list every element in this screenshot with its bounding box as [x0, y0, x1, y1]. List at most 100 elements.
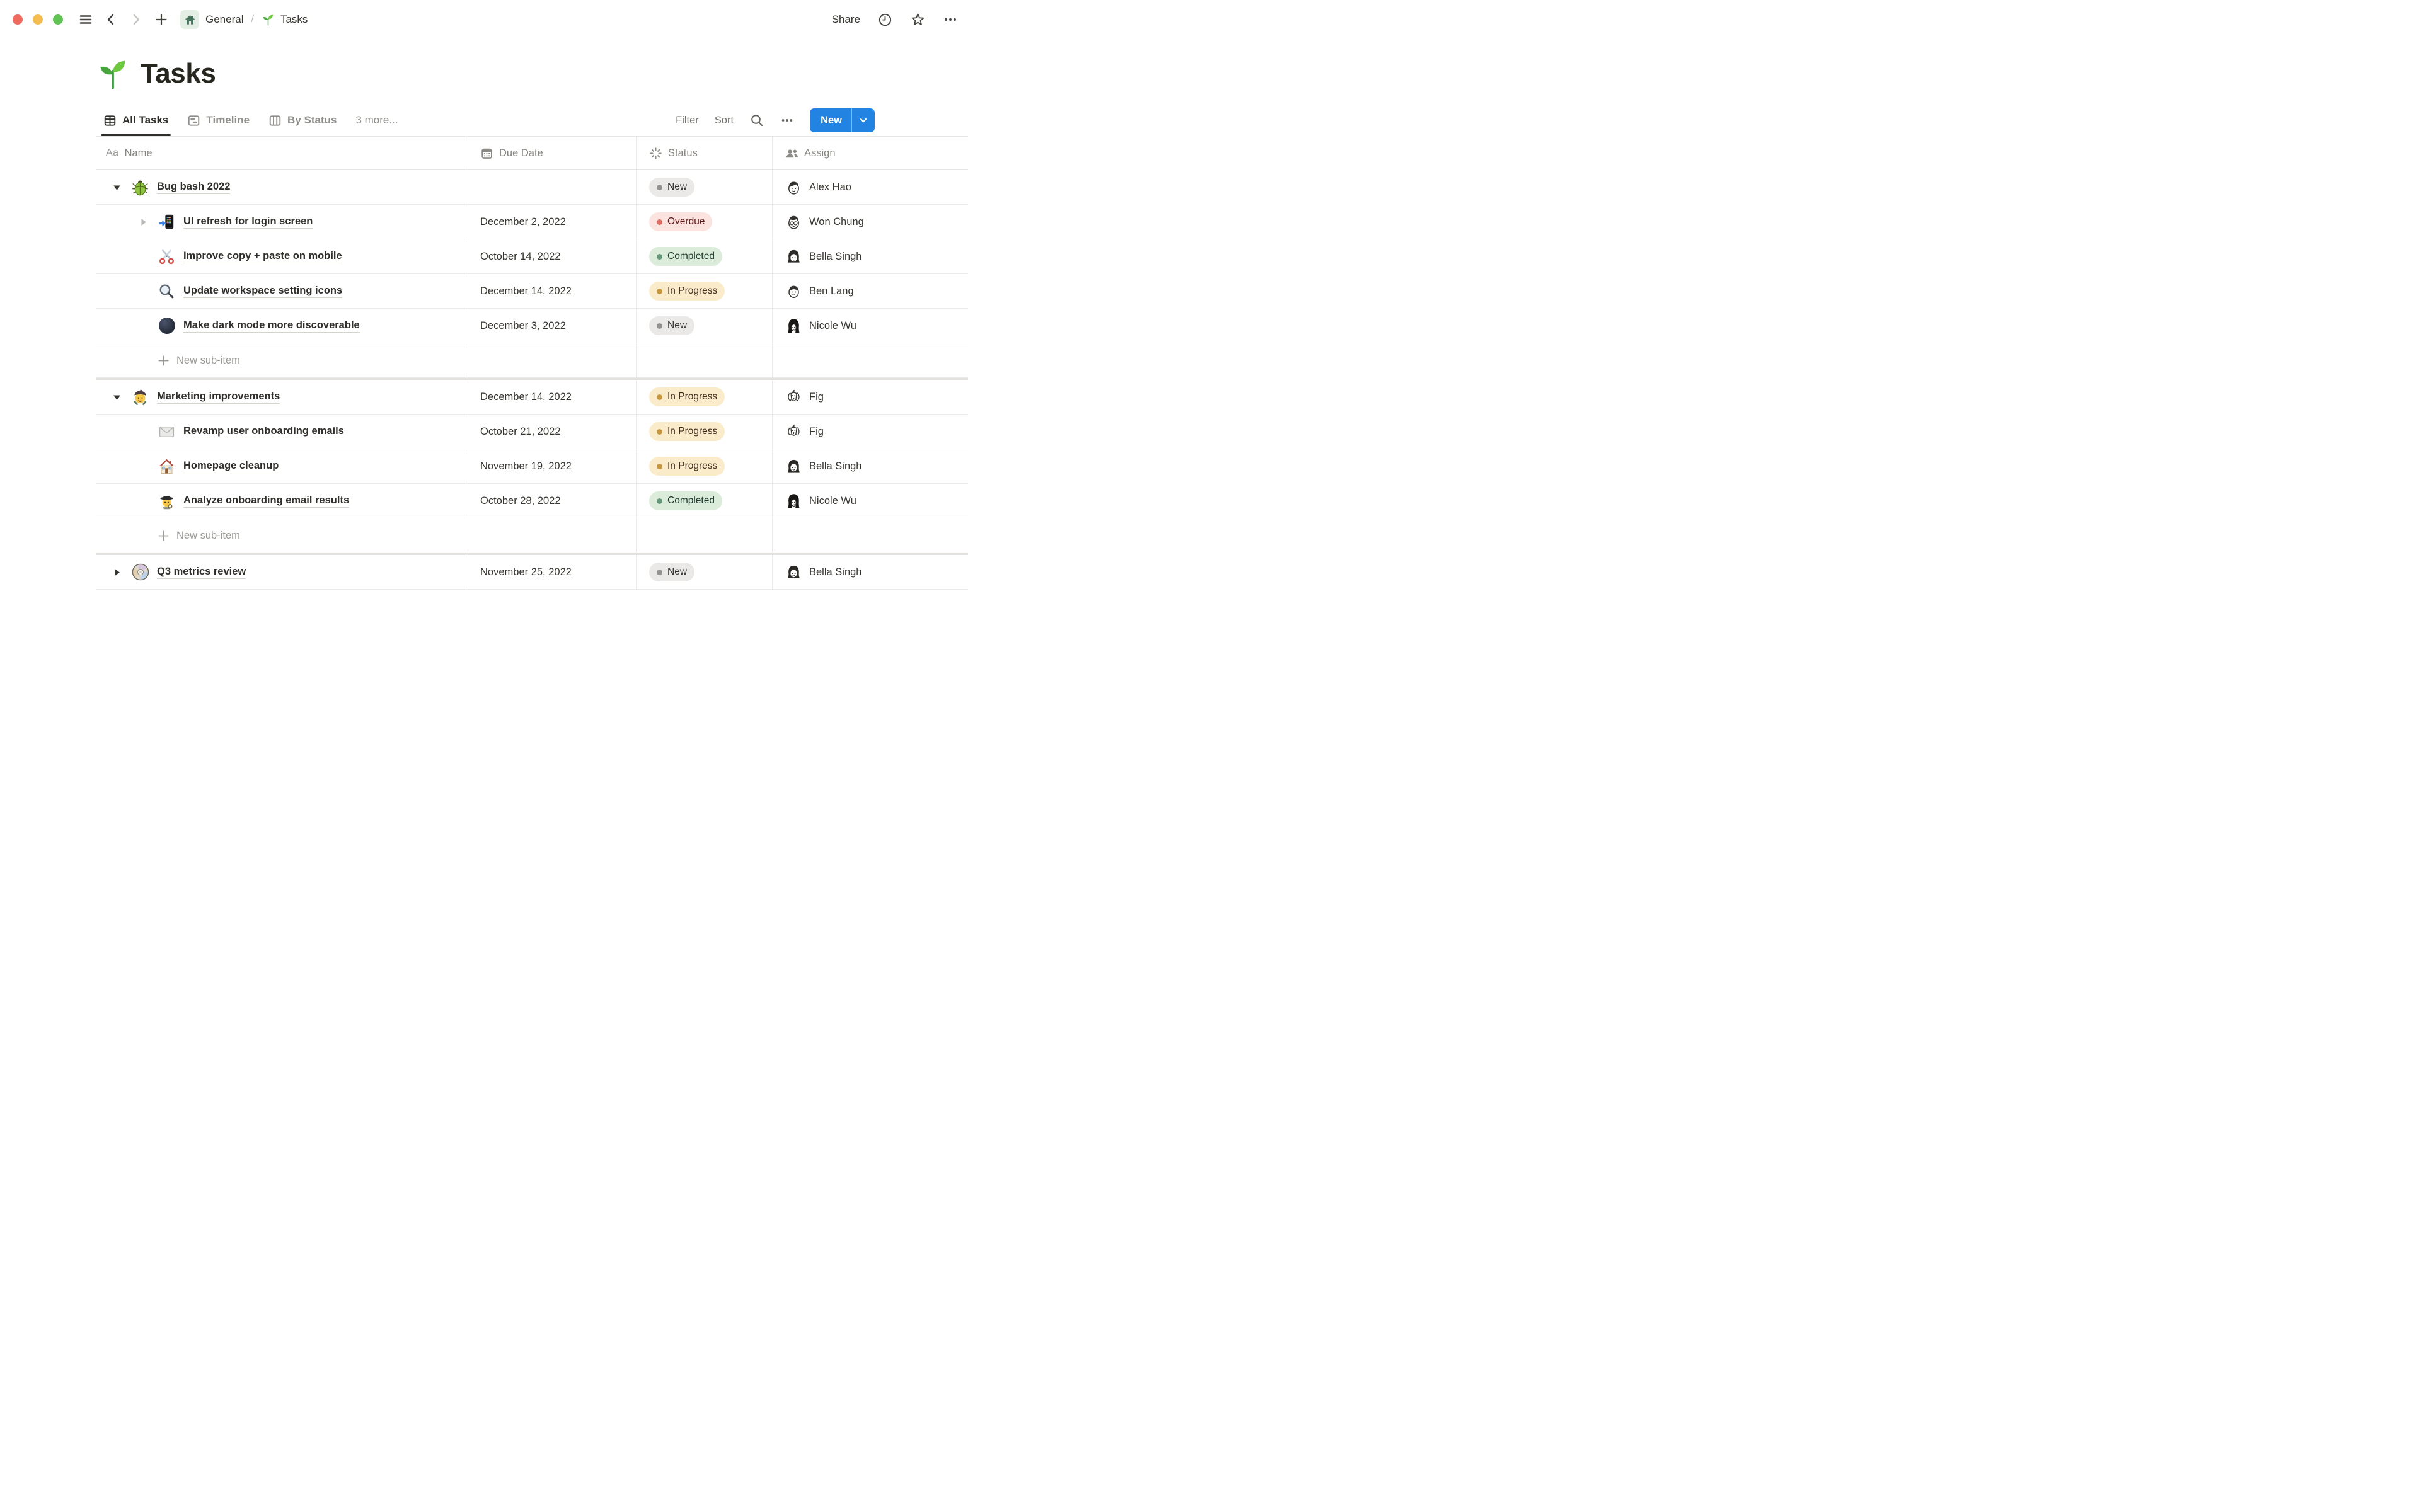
assign-cell[interactable]: Nicole Wu — [773, 484, 968, 518]
assign-cell[interactable]: Alex Hao — [773, 170, 968, 204]
new-sub-item-button[interactable]: New sub-item — [96, 518, 466, 553]
task-title-link[interactable]: Analyze onboarding email results — [183, 495, 350, 508]
due-date-cell[interactable]: December 3, 2022 — [466, 309, 637, 343]
filter-button[interactable]: Filter — [676, 114, 699, 126]
column-header-assign[interactable]: Assign — [773, 137, 968, 169]
tab-all-tasks[interactable]: All Tasks — [100, 105, 171, 136]
column-header-status[interactable]: Status — [637, 137, 773, 169]
tab-label: All Tasks — [122, 114, 169, 126]
breadcrumb-page[interactable]: Tasks — [280, 13, 308, 25]
share-button[interactable]: Share — [831, 13, 860, 25]
status-cell[interactable]: In Progress — [637, 380, 773, 414]
assign-cell[interactable]: Bella Singh — [773, 449, 968, 483]
expand-toggle[interactable] — [135, 214, 151, 230]
assign-cell[interactable]: Nicole Wu — [773, 309, 968, 343]
status-cell[interactable]: New — [637, 555, 773, 589]
window-topbar: General / Tasks Share — [0, 0, 968, 39]
assign-cell[interactable]: Bella Singh — [773, 555, 968, 589]
due-date-cell[interactable]: December 14, 2022 — [466, 380, 637, 414]
avatar — [785, 564, 802, 581]
name-cell[interactable]: Homepage cleanup — [96, 449, 466, 483]
name-cell[interactable]: Improve copy + paste on mobile — [96, 239, 466, 273]
name-cell[interactable]: Bug bash 2022 — [96, 170, 466, 204]
assign-cell[interactable]: Won Chung — [773, 205, 968, 239]
new-sub-item-label: New sub-item — [176, 529, 240, 541]
toggle-spacer — [135, 423, 151, 440]
due-date-cell[interactable]: November 25, 2022 — [466, 555, 637, 589]
new-button[interactable]: New — [821, 114, 842, 126]
task-title-link[interactable]: Marketing improvements — [157, 391, 280, 404]
assign-cell[interactable]: Fig — [773, 415, 968, 449]
assign-cell[interactable]: Ben Lang — [773, 274, 968, 308]
name-cell[interactable]: Make dark mode more discoverable — [96, 309, 466, 343]
name-cell[interactable]: Revamp user onboarding emails — [96, 415, 466, 449]
sort-button[interactable]: Sort — [714, 114, 734, 126]
status-dot-icon — [657, 428, 662, 435]
status-cell[interactable]: Completed — [637, 239, 773, 273]
name-cell[interactable]: Update workspace setting icons — [96, 274, 466, 308]
forward-icon[interactable] — [129, 12, 144, 27]
breadcrumb-home[interactable] — [180, 10, 199, 29]
assign-cell[interactable]: Fig — [773, 380, 968, 414]
hamburger-icon[interactable] — [78, 12, 93, 27]
tab-by-status[interactable]: By Status — [268, 105, 337, 136]
status-cell[interactable]: New — [637, 309, 773, 343]
new-moon-icon — [158, 317, 176, 335]
due-date-cell[interactable]: December 2, 2022 — [466, 205, 637, 239]
new-page-plus-icon[interactable] — [154, 12, 169, 27]
name-cell[interactable]: UI refresh for login screen — [96, 205, 466, 239]
due-date-cell[interactable]: November 19, 2022 — [466, 449, 637, 483]
task-title-link[interactable]: Revamp user onboarding emails — [183, 425, 344, 438]
expand-toggle[interactable] — [108, 564, 125, 580]
status-cell[interactable]: In Progress — [637, 449, 773, 483]
name-cell[interactable]: Q3 metrics review — [96, 555, 466, 589]
status-dot-icon — [657, 394, 662, 400]
zoom-window-button[interactable] — [53, 14, 63, 25]
collapse-toggle[interactable] — [108, 179, 125, 195]
tasks-table: Aa Name Due Date Status Assign Bug bash … — [96, 136, 968, 590]
clock-icon[interactable] — [877, 12, 893, 28]
column-header-due-date[interactable]: Due Date — [466, 137, 637, 169]
task-title-link[interactable]: Improve copy + paste on mobile — [183, 250, 342, 263]
status-cell[interactable]: Overdue — [637, 205, 773, 239]
star-icon[interactable] — [910, 12, 926, 28]
ellipsis-icon[interactable] — [943, 12, 958, 27]
tab-more-views[interactable]: 3 more... — [355, 105, 398, 136]
due-date-cell — [466, 343, 637, 377]
assign-cell — [773, 343, 968, 377]
status-cell[interactable]: In Progress — [637, 415, 773, 449]
task-title-link[interactable]: Update workspace setting icons — [183, 285, 343, 298]
assignee-name: Ben Lang — [809, 285, 854, 297]
people-icon — [785, 147, 798, 160]
due-date-cell[interactable]: October 21, 2022 — [466, 415, 637, 449]
task-title-link[interactable]: Q3 metrics review — [157, 566, 246, 579]
table-view-icon — [103, 114, 117, 127]
chevron-down-icon[interactable] — [852, 108, 875, 132]
assign-cell[interactable]: Bella Singh — [773, 239, 968, 273]
task-title-link[interactable]: Make dark mode more discoverable — [183, 319, 360, 333]
close-window-button[interactable] — [13, 14, 23, 25]
name-cell[interactable]: Marketing improvements — [96, 380, 466, 414]
due-date-cell[interactable]: December 14, 2022 — [466, 274, 637, 308]
status-cell[interactable]: New — [637, 170, 773, 204]
tab-timeline[interactable]: Timeline — [187, 105, 250, 136]
status-badge: New — [649, 563, 695, 581]
due-date-cell[interactable]: October 28, 2022 — [466, 484, 637, 518]
name-cell[interactable]: Analyze onboarding email results — [96, 484, 466, 518]
breadcrumb-workspace[interactable]: General — [205, 13, 244, 25]
task-title-link[interactable]: Bug bash 2022 — [157, 181, 231, 194]
due-date-cell[interactable]: October 14, 2022 — [466, 239, 637, 273]
due-date-cell[interactable] — [466, 170, 637, 204]
minimize-window-button[interactable] — [33, 14, 43, 25]
task-title-link[interactable]: Homepage cleanup — [183, 460, 279, 473]
status-cell[interactable]: Completed — [637, 484, 773, 518]
search-icon[interactable] — [749, 113, 764, 128]
new-sub-item-button[interactable]: New sub-item — [96, 343, 466, 377]
status-cell[interactable]: In Progress — [637, 274, 773, 308]
task-title-link[interactable]: UI refresh for login screen — [183, 215, 313, 229]
column-header-name[interactable]: Aa Name — [96, 137, 466, 169]
ellipsis-icon[interactable] — [780, 113, 794, 127]
page-title: Tasks — [141, 58, 216, 89]
collapse-toggle[interactable] — [108, 389, 125, 405]
back-icon[interactable] — [103, 12, 118, 27]
